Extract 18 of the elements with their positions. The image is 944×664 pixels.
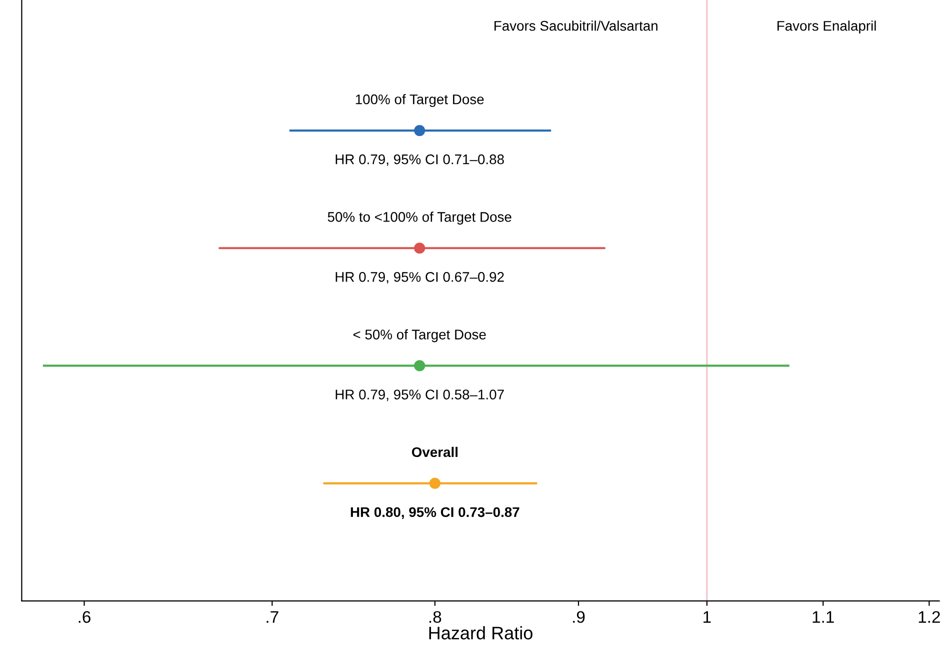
x-tick-label: .7 (266, 611, 278, 623)
annotation: Favors Sacubitril/Valsartan (494, 20, 658, 31)
x-tick-label: .8 (429, 611, 442, 623)
data-label: HR 0.79, 95% CI 0.71–0.88 (336, 154, 504, 166)
series-label: 50% to <100% of Target Dose (328, 212, 512, 225)
x-tick-label: .9 (573, 611, 585, 623)
data-label: HR 0.79, 95% CI 0.67–0.92 (336, 272, 504, 284)
x-tick-label: 1.2 (918, 611, 940, 623)
series-label: < 50% of Target Dose (353, 329, 486, 342)
series-label: Overall (412, 446, 458, 458)
x-tick-label: 1.1 (812, 611, 834, 623)
series-label: 100% of Target Dose (356, 94, 484, 108)
x-tick-label: 1 (704, 611, 711, 623)
x-tick-label: .6 (78, 611, 90, 623)
data-label: HR 0.79, 95% CI 0.58–1.07 (336, 390, 504, 402)
annotation: Favors Enalapril (778, 20, 876, 34)
data-label: HR 0.80, 95% CI 0.73–0.87 (350, 507, 520, 520)
x-axis-title: Hazard Ratio (429, 626, 532, 640)
